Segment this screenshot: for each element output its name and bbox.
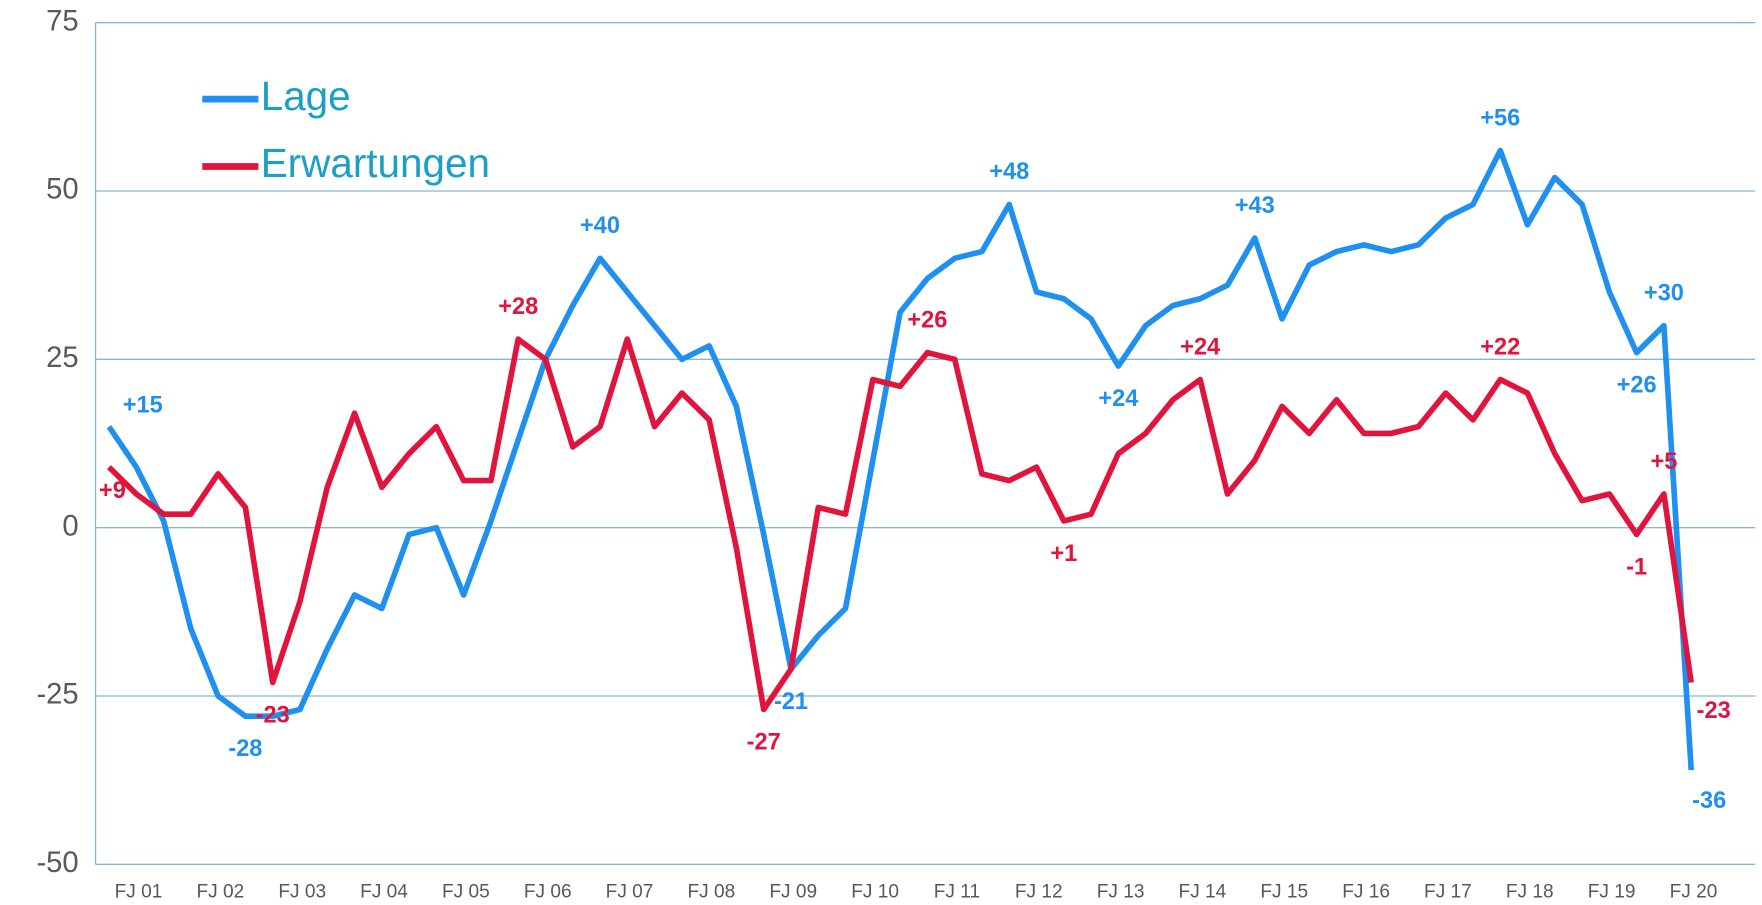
data-label: +15	[123, 392, 163, 418]
legend-label: Lage	[261, 73, 351, 119]
data-label: +22	[1480, 333, 1520, 359]
data-label: -23	[256, 701, 290, 727]
data-label: -21	[774, 688, 808, 714]
y-tick-label: 50	[46, 174, 78, 206]
x-tick-label: FJ 03	[278, 881, 326, 902]
x-tick-label: FJ 13	[1097, 881, 1145, 902]
x-tick-label: FJ 20	[1670, 881, 1718, 902]
legend-label: Erwartungen	[261, 140, 490, 186]
data-label: -27	[747, 728, 781, 754]
x-tick-label: FJ 06	[524, 881, 572, 902]
data-label: +26	[907, 306, 947, 332]
x-tick-label: FJ 01	[115, 881, 163, 902]
data-label: +9	[99, 477, 126, 503]
x-tick-label: FJ 11	[934, 881, 980, 902]
x-tick-label: FJ 08	[688, 881, 736, 902]
x-tick-label: FJ 04	[360, 881, 408, 902]
x-tick-label: FJ 18	[1506, 881, 1554, 902]
x-tick-label: FJ 17	[1424, 881, 1472, 902]
x-tick-label: FJ 19	[1588, 881, 1636, 902]
y-tick-label: -50	[36, 847, 78, 879]
series-line	[107, 336, 1694, 713]
x-tick-label: FJ 09	[769, 881, 817, 902]
data-label: +1	[1050, 540, 1077, 566]
data-label: -36	[1692, 787, 1726, 813]
x-tick-label: FJ 12	[1015, 881, 1063, 902]
y-tick-label: -25	[36, 679, 78, 711]
data-label: -1	[1626, 553, 1647, 579]
data-label: +24	[1098, 385, 1138, 411]
data-label: +5	[1650, 448, 1677, 474]
y-tick-label: 75	[46, 5, 78, 37]
data-label: +43	[1235, 192, 1275, 218]
data-label: +48	[989, 158, 1029, 184]
y-tick-label: 25	[46, 342, 78, 374]
x-tick-label: FJ 14	[1179, 881, 1227, 902]
x-tick-label: FJ 07	[606, 881, 654, 902]
x-tick-label: FJ 16	[1342, 881, 1390, 902]
data-label: +24	[1180, 333, 1220, 359]
x-tick-label: FJ 02	[196, 881, 244, 902]
data-label: +40	[580, 212, 620, 238]
data-label: -28	[228, 735, 262, 761]
y-tick-label: 0	[62, 510, 78, 542]
x-tick-label: FJ 05	[442, 881, 490, 902]
data-label: +56	[1480, 104, 1520, 130]
data-label: +28	[498, 293, 538, 319]
data-label: +26	[1617, 372, 1657, 398]
data-label: -23	[1697, 697, 1731, 723]
x-tick-label: FJ 10	[851, 881, 899, 902]
x-tick-label: FJ 15	[1260, 881, 1308, 902]
data-label: +30	[1644, 279, 1684, 305]
series-line	[106, 147, 1695, 771]
